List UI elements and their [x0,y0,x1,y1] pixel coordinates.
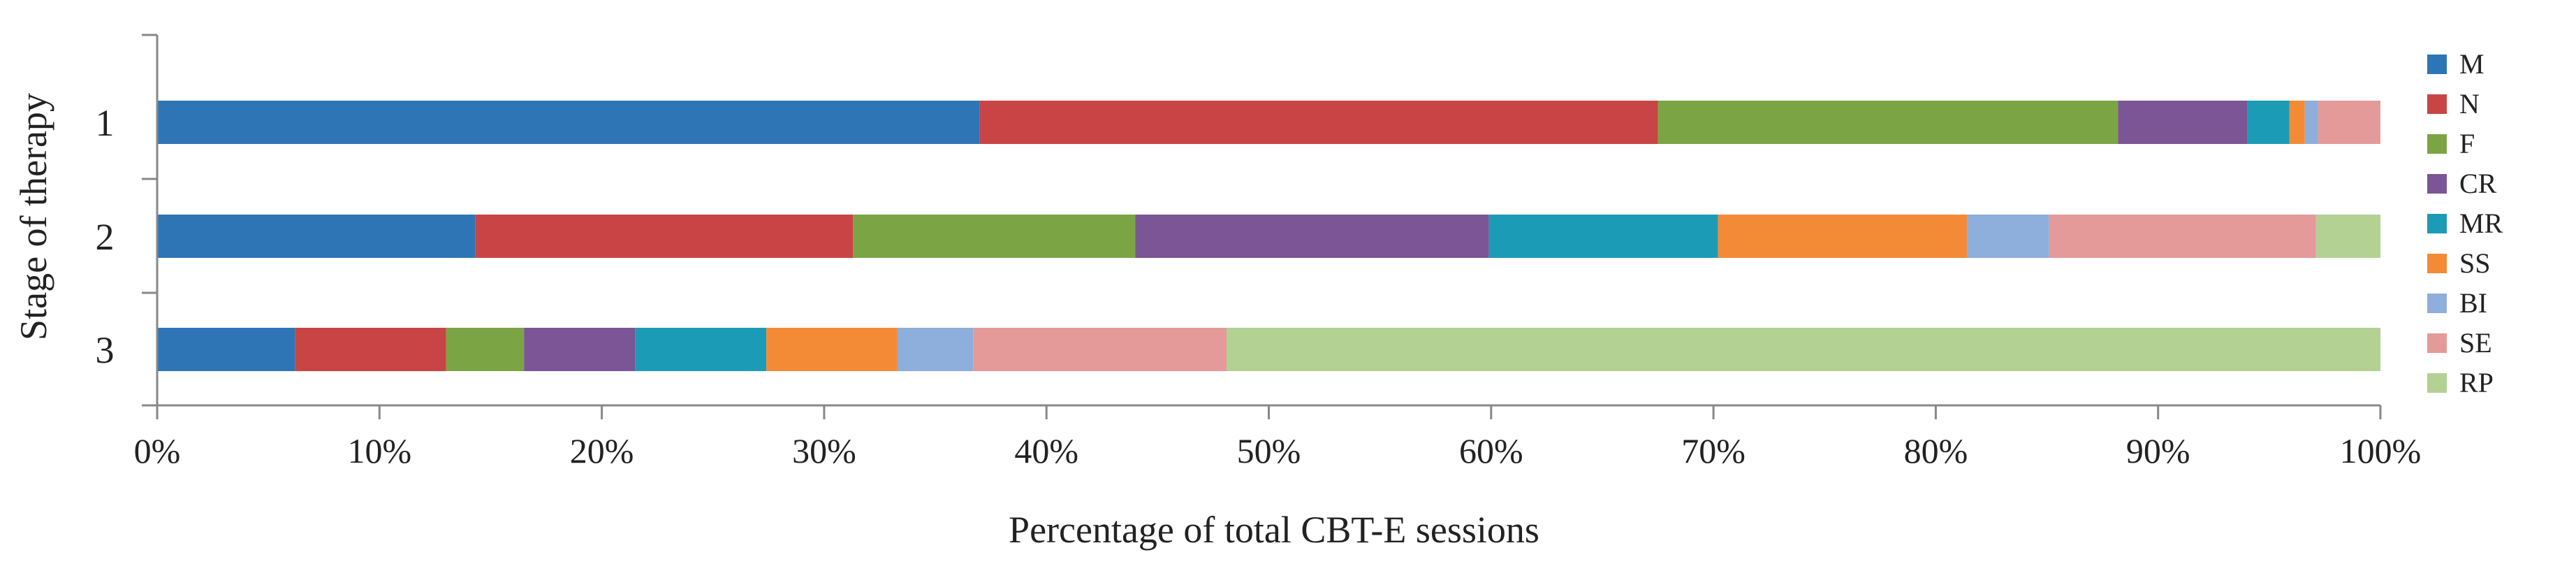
bar-segment-stage-2-rp [2315,215,2380,258]
bar-segment-stage-1-mr [2247,101,2290,144]
legend-swatch-ss [2427,254,2447,273]
bar-segment-stage-3-m [157,328,295,371]
bar-segment-stage-2-cr [1135,215,1489,258]
bar-segment-stage-3-rp [1227,328,2380,371]
bar-segment-stage-2-mr [1488,215,1718,258]
legend-label: N [2459,88,2480,120]
legend-swatch-rp [2427,373,2447,393]
bars-layer [157,101,2380,371]
legend-label: M [2459,48,2484,80]
legend-label: BI [2459,287,2487,319]
x-tick-label: 50% [1237,431,1301,470]
bar-segment-stage-3-f [446,328,525,371]
category-label: 3 [96,329,115,371]
x-tick-label: 80% [1904,431,1968,470]
legend-swatch-bi [2427,294,2447,313]
legend: MNF CR MR SS BI SE RP [2427,48,2503,398]
bar-segment-stage-1-ss [2289,101,2305,144]
bar-segment-stage-1-cr [2118,101,2248,144]
bar-segment-stage-1-m [157,101,980,144]
bar-segment-stage-3-ss [766,328,898,371]
x-tick-labels: 0% 10% 20% 30% 40% 50% 60% 70% 80% 90% 100% [134,431,2422,470]
legend-swatch-f [2427,134,2447,154]
x-tick-label: 0% [134,431,181,470]
bar-segment-stage-1-bi [2304,101,2318,144]
legend-swatch-mr [2427,214,2447,233]
y-axis-title: Stage of therapy [13,93,54,340]
category-label: 1 [96,102,115,144]
x-tick-label: 10% [347,431,411,470]
legend-label: MR [2459,208,2503,239]
x-tick-label: 30% [792,431,856,470]
bar-segment-stage-2-f [853,215,1136,258]
bar-segment-stage-3-n [295,328,446,371]
bar-segment-stage-2-bi [1966,215,2049,258]
bar-segment-stage-3-bi [897,328,974,371]
x-tick-label: 20% [570,431,634,470]
legend-swatch-n [2427,94,2447,114]
bar-segment-stage-2-se [2049,215,2316,258]
category-labels: 1 2 3 [96,102,115,371]
bar-segment-stage-3-se [973,328,1227,371]
bar-segment-stage-3-cr [524,328,636,371]
x-tick-label: 100% [2340,431,2422,470]
x-tick-label: 90% [2126,431,2190,470]
bar-segment-stage-2-m [157,215,476,258]
x-tick-label: 70% [1681,431,1746,470]
legend-label: SS [2459,247,2491,279]
x-tick-label: 40% [1014,431,1078,470]
bar-segment-stage-3-mr [635,328,767,371]
legend-label: CR [2459,168,2497,199]
axes-layer [142,34,2382,419]
legend-swatch-se [2427,333,2447,353]
legend-label: SE [2459,327,2492,359]
x-tick-label: 60% [1459,431,1523,470]
legend-swatch-m [2427,55,2447,74]
bar-segment-stage-1-n [979,101,1658,144]
bar-segment-stage-2-ss [1718,215,1967,258]
legend-label: RP [2459,367,2494,398]
bar-segment-stage-1-f [1657,101,2118,144]
x-axis-title: Percentage of total CBT-E sessions [1009,509,1539,551]
bar-segment-stage-2-n [475,215,854,258]
bar-segment-stage-1-se [2318,101,2380,144]
legend-swatch-cr [2427,174,2447,194]
legend-label: F [2459,128,2475,159]
category-label: 2 [96,216,115,258]
